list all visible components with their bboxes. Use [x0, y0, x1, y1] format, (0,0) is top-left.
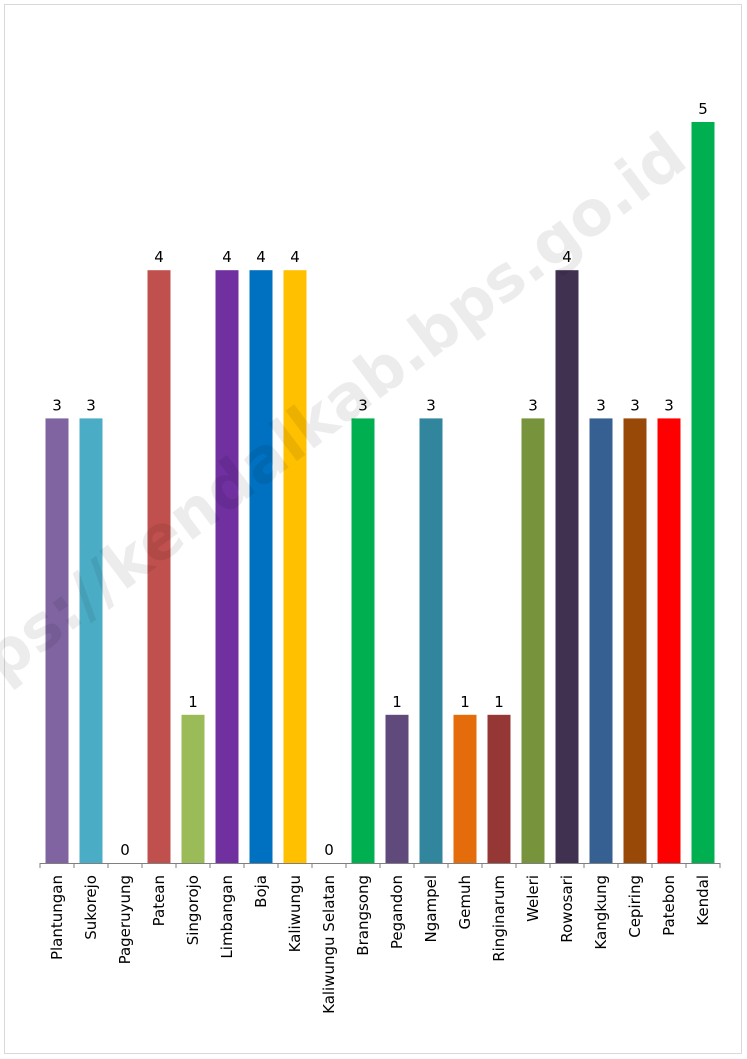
category-label: Patebon [660, 875, 678, 936]
value-label: 0 [324, 841, 334, 859]
bar-pegandon [385, 714, 409, 863]
value-label: 3 [86, 396, 96, 414]
value-label: 1 [460, 693, 470, 711]
bar-singorojo [181, 714, 205, 863]
value-label: 5 [698, 100, 708, 118]
bar-gemuh [453, 714, 477, 863]
bar-limbangan [215, 270, 239, 863]
category-label: Singorojo [184, 875, 202, 945]
value-label: 3 [596, 396, 606, 414]
value-labels-group: 3 3 0 4 1 4 4 4 0 3 1 3 1 1 3 4 3 3 3 5 [52, 100, 708, 859]
value-label: 4 [154, 248, 164, 266]
value-label: 4 [256, 248, 266, 266]
value-label: 1 [494, 693, 504, 711]
value-label: 1 [392, 693, 402, 711]
category-label: Gemuh [456, 875, 474, 929]
value-label: 4 [290, 248, 300, 266]
bar-rowosari [555, 270, 579, 863]
bars-group [45, 122, 715, 863]
category-label: Pegandon [388, 875, 406, 949]
bar-weleri [521, 418, 545, 863]
category-label: Kendal [694, 875, 712, 926]
value-label: 3 [528, 396, 538, 414]
value-label: 3 [358, 396, 368, 414]
bar-kendal [691, 122, 715, 863]
category-label: Brangsong [354, 875, 372, 956]
category-label: Cepiring [626, 875, 644, 938]
bar-patean [147, 270, 171, 863]
category-labels-group: Plantungan Sukorejo Pageruyung Patean Singor… [48, 875, 712, 1014]
x-axis-ticks-group [39, 863, 721, 868]
value-label: 3 [664, 396, 674, 414]
value-label: 1 [188, 693, 198, 711]
category-label: Weleri [524, 875, 542, 922]
bar-ngampel [419, 418, 443, 863]
bar-kaliwungu [283, 270, 307, 863]
category-label: Sukorejo [82, 875, 100, 940]
value-label: 4 [222, 248, 232, 266]
bar-boja [249, 270, 273, 863]
category-label: Ringinarum [490, 875, 508, 962]
category-label: Plantungan [48, 875, 66, 960]
bar-ringinarum [487, 714, 511, 863]
category-label: Kaliwungu [286, 875, 304, 952]
value-label: 3 [52, 396, 62, 414]
value-label: 0 [120, 841, 130, 859]
bar-brangsong [351, 418, 375, 863]
value-label: 3 [426, 396, 436, 414]
bar-sukorejo [79, 418, 103, 863]
category-label: Ngampel [422, 875, 440, 942]
value-label: 3 [630, 396, 640, 414]
bar-kangkung [589, 418, 613, 863]
category-label: Kangkung [592, 875, 610, 950]
value-label: 4 [562, 248, 572, 266]
category-label: Boja [252, 875, 270, 908]
bar-patebon [657, 418, 681, 863]
bar-cepiring [623, 418, 647, 863]
bar-plantungan [45, 418, 69, 863]
category-label: Rowosari [558, 875, 576, 943]
category-label: Kaliwungu Selatan [320, 875, 338, 1014]
category-label: Patean [150, 875, 168, 926]
category-label: Limbangan [218, 875, 236, 959]
category-label: Pageruyung [116, 875, 134, 964]
